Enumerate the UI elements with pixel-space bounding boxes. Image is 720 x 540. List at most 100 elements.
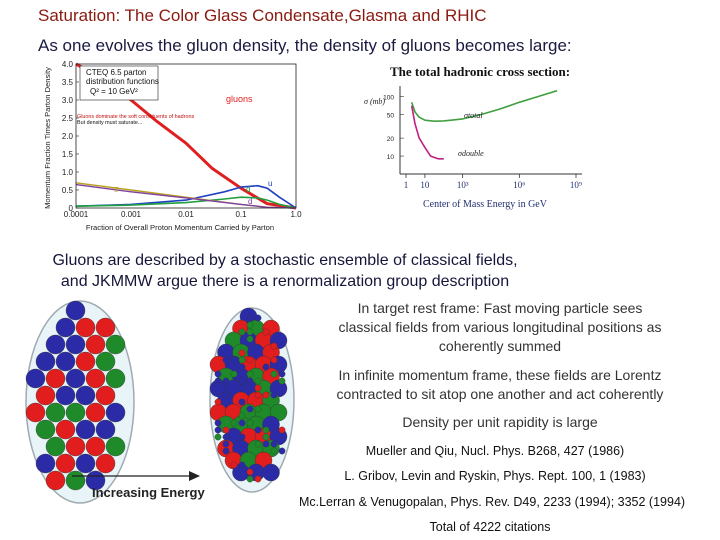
parton-ball-small	[230, 461, 238, 469]
parton-ball	[45, 334, 66, 355]
reference-mueller-qiu: Mueller and Qiu, Nucl. Phys. B268, 427 (…	[365, 444, 625, 458]
parton-ball	[35, 419, 56, 440]
parton-ball-small	[214, 370, 222, 378]
parton-ball	[105, 368, 126, 389]
parton-ball-small	[246, 370, 254, 378]
parton-ball-small	[270, 440, 278, 448]
parton-ball-small	[238, 349, 246, 357]
pdf-y-tick-label: 3.0	[62, 96, 74, 105]
energy-arrow-label: Increasing Energy	[92, 485, 205, 500]
parton-ball-small	[238, 412, 246, 420]
parton-ball-small	[246, 377, 254, 385]
parton-ball	[55, 317, 76, 338]
xsec-double-label: σdouble	[458, 149, 484, 158]
parton-ball	[45, 436, 66, 457]
parton-ball-small	[278, 426, 286, 434]
parton-ball-small	[230, 356, 238, 364]
parton-ball-small	[262, 391, 270, 399]
note1-line3: coherently summed	[438, 338, 562, 354]
parton-ball	[262, 463, 280, 482]
parton-ball	[95, 453, 116, 474]
parton-ball-small	[246, 335, 254, 343]
parton-ball	[85, 368, 106, 389]
parton-ball-small	[278, 447, 286, 455]
xsec-series-total	[410, 89, 558, 123]
parton-ball	[25, 402, 46, 423]
parton-ball-small	[246, 314, 254, 322]
pdf-y-ticks: 4.0 3.5 3.0 2.5 2.0 1.5 1.0 0.5 0	[62, 60, 79, 213]
parton-ball	[65, 402, 86, 423]
xsec-ylabel: σ (mb)	[364, 97, 385, 106]
slide-title: Saturation: The Color Glass Condensate,G…	[38, 6, 487, 25]
parton-ball	[65, 436, 86, 457]
parton-ball-small	[270, 447, 278, 455]
parton-ball-small	[230, 370, 238, 378]
dbar-label: d	[248, 197, 252, 206]
xsec-curves	[410, 89, 558, 160]
parton-ball	[85, 402, 106, 423]
parton-ball-small	[238, 433, 246, 441]
reference-mclerran: Mc.Lerran & Venugopalan, Phys. Rev. D49,…	[298, 495, 686, 509]
parton-ball-small	[222, 377, 230, 385]
parton-ball	[85, 436, 106, 457]
parton-ball	[35, 351, 56, 372]
nucleus-illustration: Increasing Energy	[25, 300, 295, 504]
parton-ball	[85, 334, 106, 355]
parton-ball-small	[270, 356, 278, 364]
parton-ball	[95, 385, 116, 406]
gluon-label: gluons	[226, 94, 253, 104]
parton-ball	[55, 453, 76, 474]
pdf-y-tick-label: 4.0	[62, 60, 74, 69]
parton-ball-small	[222, 391, 230, 399]
parton-ball-small	[254, 405, 262, 413]
parton-ball	[65, 368, 86, 389]
parton-ball-small	[238, 363, 246, 371]
parton-ball	[75, 453, 96, 474]
xsec-x-tick-label: 10⁹	[570, 180, 582, 190]
parton-ball-small	[246, 468, 254, 476]
xsec-title: The total hadronic cross section:	[390, 64, 570, 79]
pdf-y-tick-label: 0.5	[62, 186, 74, 195]
xsec-x-tick-label: 10³	[457, 180, 469, 190]
parton-ball-small	[214, 426, 222, 434]
pdf-xlabel: Fraction of Overall Proton Momentum Carr…	[86, 223, 274, 232]
parton-ball-small	[270, 342, 278, 350]
pdf-series-dbar	[75, 183, 297, 209]
pdf-legend-line2: distribution functions	[86, 77, 159, 86]
parton-ball	[105, 436, 126, 457]
xsec-y-ticks: 100 50 20 10	[383, 94, 404, 161]
parton-ball-small	[246, 419, 254, 427]
parton-ball-small	[238, 398, 246, 406]
note1-line2: classical fields from various longitudin…	[338, 319, 662, 335]
pdf-series-d	[75, 196, 297, 209]
note2-line1: In infinite momentum frame, these fields…	[338, 367, 662, 383]
parton-ball	[65, 334, 86, 355]
d-label: d	[246, 185, 250, 194]
slide-subtitle: As one evolves the gluon density, the de…	[38, 36, 572, 55]
parton-ball-small	[238, 461, 246, 469]
xsec-xlabel: Center of Mass Energy in GeV	[423, 199, 548, 210]
parton-ball-small	[238, 356, 246, 364]
parton-ball	[65, 300, 86, 321]
parton-ball	[65, 470, 86, 491]
parton-ball-small	[254, 314, 262, 322]
parton-ball	[95, 351, 116, 372]
pdf-plot-frame	[75, 63, 297, 209]
parton-ball	[45, 402, 66, 423]
parton-ball-small	[222, 447, 230, 455]
parton-ball-small	[262, 363, 270, 371]
parton-ball-small	[222, 440, 230, 448]
parton-ball	[35, 385, 56, 406]
parton-ball-small	[238, 377, 246, 385]
nucleus-high-energy-partons	[209, 307, 288, 483]
pdf-note-line1: Gluons dominate the soft constituents of…	[77, 114, 194, 120]
energy-arrow-head	[189, 471, 200, 481]
xsec-total-label: σtotal	[464, 111, 483, 120]
pdf-y-tick-label: 2.5	[62, 114, 74, 123]
parton-ball	[75, 385, 96, 406]
xsec-y-tick-label: 100	[383, 94, 394, 101]
parton-ball-small	[262, 440, 270, 448]
parton-ball-small	[214, 377, 222, 385]
xsec-x-tick-label: 10⁶	[513, 180, 525, 190]
parton-ball-small	[270, 370, 278, 378]
